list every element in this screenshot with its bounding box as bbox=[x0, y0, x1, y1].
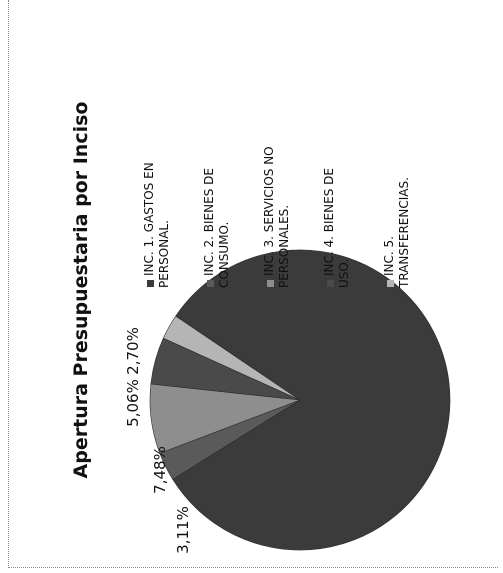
legend-label-1-line-1: INC. 1. GASTOS EN bbox=[142, 162, 156, 276]
data-label-2: 3,11% bbox=[174, 506, 192, 554]
legend-label-4-line-2: USO. bbox=[337, 259, 351, 288]
legend-item-3: INC. 3. SERVICIOS NO PERSONALES. bbox=[262, 146, 291, 288]
legend-swatch-2 bbox=[207, 280, 214, 287]
legend-label-1-line-2: PERSONAL. bbox=[157, 220, 171, 288]
chart-frame bbox=[8, 0, 498, 568]
legend-swatch-5 bbox=[387, 280, 394, 287]
legend-label-3-line-2: PERSONALES. bbox=[277, 205, 291, 288]
legend-swatch-4 bbox=[327, 280, 334, 287]
data-label-3: 7,48% bbox=[151, 446, 169, 494]
legend-label-5-line-1: INC. 5. bbox=[382, 236, 396, 276]
legend-swatch-3 bbox=[267, 280, 274, 287]
legend-item-2: INC. 2. BIENES DE CONSUMO. bbox=[202, 168, 231, 288]
legend-item-4: INC. 4. BIENES DE USO. bbox=[322, 168, 351, 288]
legend-swatch-1 bbox=[147, 280, 154, 287]
legend-label-4-line-1: INC. 4. BIENES DE bbox=[322, 168, 336, 276]
legend-item-1: INC. 1. GASTOS EN PERSONAL. bbox=[142, 162, 171, 288]
legend-item-5: INC. 5. TRANSFERENCIAS. bbox=[382, 177, 411, 289]
data-label-4: 5,06% bbox=[124, 379, 142, 427]
pie-slice-1 bbox=[172, 249, 451, 551]
legend-label-5-line-2: TRANSFERENCIAS. bbox=[397, 177, 411, 289]
data-label-5: 2,70% bbox=[124, 327, 142, 375]
legend-label-2-line-1: INC. 2. BIENES DE bbox=[202, 168, 216, 276]
legend-label-3-line-1: INC. 3. SERVICIOS NO bbox=[262, 146, 276, 276]
legend-label-2-line-2: CONSUMO. bbox=[217, 222, 231, 288]
chart-title: Apertura Presupuestaria por Inciso bbox=[70, 102, 92, 479]
